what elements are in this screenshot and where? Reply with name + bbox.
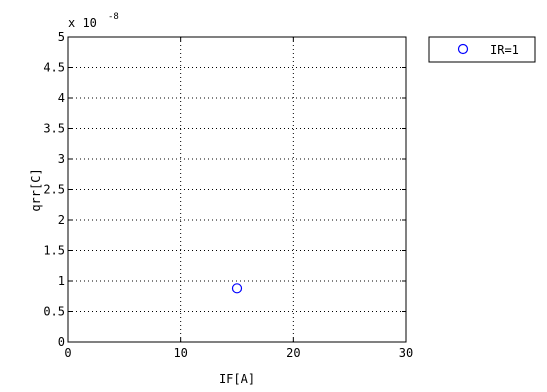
data-point [231,283,243,294]
x-tick-labels: 0 10 20 30 [64,346,413,360]
y-axis-label: qrr[C] [29,168,43,211]
y-tick-label: 0 [58,335,65,349]
axis-ticks [67,36,407,343]
y-tick-label: 4 [58,91,65,105]
y-tick-labels: 0 0.5 1 1.5 2 2.5 3 3.5 4 4.5 5 [43,30,65,349]
data-points [231,283,243,294]
x-tick-label: 30 [399,346,413,360]
y-tick-label: 1.5 [43,244,65,258]
y-tick-label: 5 [58,30,65,44]
y-exponent-prefix: x 10 [68,16,97,30]
grid-lines [68,37,406,342]
x-tick-label: 0 [64,346,71,360]
legend-label: IR=1 [490,43,519,57]
y-tick-label: 2 [58,213,65,227]
y-tick-label: 0.5 [43,305,65,319]
y-tick-label: 4.5 [43,61,65,75]
x-tick-label: 20 [286,346,300,360]
x-axis-label: IF[A] [219,372,255,386]
x-tick-label: 10 [173,346,187,360]
legend: IR=1 [428,36,536,63]
y-exponent-power: -8 [108,12,119,22]
y-tick-label: 3.5 [43,122,65,136]
y-tick-label: 2.5 [43,183,65,197]
y-tick-label: 1 [58,274,65,288]
legend-box [428,36,536,63]
legend-marker-icon [457,43,469,55]
y-tick-label: 3 [58,152,65,166]
